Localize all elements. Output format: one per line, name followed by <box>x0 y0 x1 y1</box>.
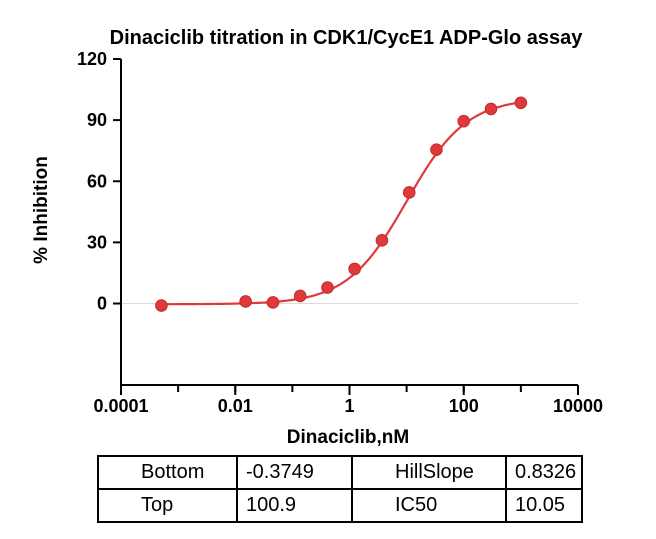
fit-curve <box>161 101 522 306</box>
table-row: Top 100.9 IC50 10.05 <box>97 488 583 523</box>
param-label-ic50: IC50 <box>351 488 507 523</box>
x-axis-title: Dinaciclib,nM <box>287 427 409 448</box>
plot-area: 0 30 60 90 120 0.0001 0.01 1 100 10000 <box>77 49 603 416</box>
param-label-hillslope: HillSlope <box>351 455 507 490</box>
param-value-bottom: -0.3749 <box>236 455 353 490</box>
y-tick-label: 120 <box>77 49 107 69</box>
chart: Dinaciclib titration in CDK1/CycE1 ADP-G… <box>31 27 603 448</box>
y-tick-label: 60 <box>87 171 107 191</box>
x-tick-label: 10000 <box>553 396 603 416</box>
data-point <box>514 96 528 110</box>
data-point <box>430 143 443 156</box>
data-point <box>484 102 498 116</box>
data-point <box>239 295 252 308</box>
data-point <box>402 186 416 199</box>
data-point <box>348 262 361 276</box>
y-tick-label: 90 <box>87 110 107 130</box>
data-point <box>457 114 471 128</box>
param-label-top: Top <box>97 488 238 523</box>
y-tick-label: 0 <box>97 294 107 314</box>
fit-parameters-table: Bottom -0.3749 HillSlope 0.8326 Top 100.… <box>97 455 583 523</box>
y-axis-title: % Inhibition <box>31 156 52 264</box>
x-tick-label: 1 <box>344 396 354 416</box>
param-value-hillslope: 0.8326 <box>505 455 583 490</box>
data-point <box>266 296 280 309</box>
param-label-bottom: Bottom <box>97 455 238 490</box>
data-point <box>375 234 389 247</box>
data-point <box>155 299 168 312</box>
x-tick-label: 0.0001 <box>93 396 148 416</box>
param-value-top: 100.9 <box>236 488 353 523</box>
chart-title: Dinaciclib titration in CDK1/CycE1 ADP-G… <box>110 27 584 49</box>
data-point <box>293 289 307 303</box>
table-row: Bottom -0.3749 HillSlope 0.8326 <box>97 455 583 490</box>
data-point <box>321 281 334 294</box>
x-tick-label: 100 <box>449 396 479 416</box>
x-tick-label: 0.01 <box>218 396 253 416</box>
param-value-ic50: 10.05 <box>505 488 583 523</box>
y-tick-label: 30 <box>87 232 107 252</box>
